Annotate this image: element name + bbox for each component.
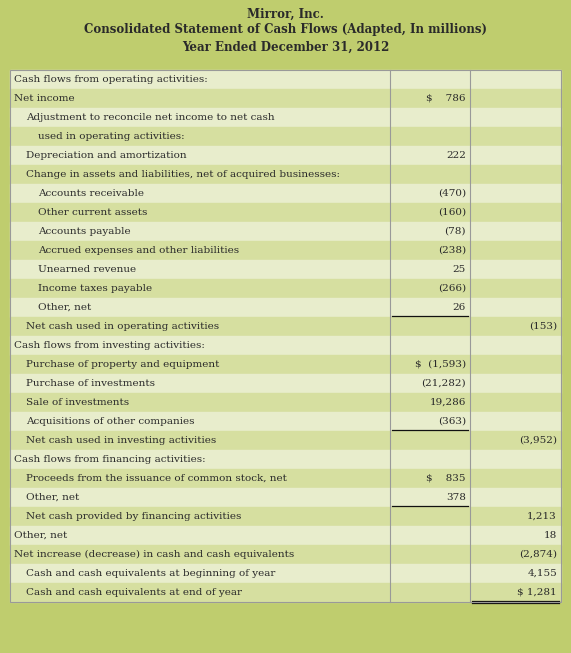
Text: Year Ended December 31, 2012: Year Ended December 31, 2012 bbox=[182, 40, 389, 54]
Bar bbox=[10, 450, 561, 469]
Text: $  (1,593): $ (1,593) bbox=[415, 360, 466, 369]
Text: (160): (160) bbox=[438, 208, 466, 217]
Text: used in operating activities:: used in operating activities: bbox=[38, 132, 184, 141]
Text: 222: 222 bbox=[446, 151, 466, 160]
Text: $    835: $ 835 bbox=[427, 474, 466, 483]
Text: Unearned revenue: Unearned revenue bbox=[38, 265, 136, 274]
Text: Net increase (decrease) in cash and cash equivalents: Net increase (decrease) in cash and cash… bbox=[14, 550, 294, 559]
Text: Proceeds from the issuance of common stock, net: Proceeds from the issuance of common sto… bbox=[26, 474, 287, 483]
Text: Sale of investments: Sale of investments bbox=[26, 398, 129, 407]
Bar bbox=[10, 70, 561, 602]
Text: $    786: $ 786 bbox=[427, 94, 466, 103]
Bar bbox=[10, 469, 561, 488]
Bar bbox=[10, 431, 561, 450]
Text: Accrued expenses and other liabilities: Accrued expenses and other liabilities bbox=[38, 246, 239, 255]
Bar bbox=[10, 412, 561, 431]
Text: Net income: Net income bbox=[14, 94, 75, 103]
Bar bbox=[10, 108, 561, 127]
Text: 25: 25 bbox=[453, 265, 466, 274]
Text: Other, net: Other, net bbox=[26, 493, 79, 502]
Text: Cash and cash equivalents at beginning of year: Cash and cash equivalents at beginning o… bbox=[26, 569, 275, 578]
Bar bbox=[10, 70, 561, 89]
Text: (3,952): (3,952) bbox=[519, 436, 557, 445]
Text: Other, net: Other, net bbox=[38, 303, 91, 312]
Bar bbox=[10, 336, 561, 355]
Text: 4,155: 4,155 bbox=[527, 569, 557, 578]
Text: Income taxes payable: Income taxes payable bbox=[38, 284, 152, 293]
Bar bbox=[10, 583, 561, 602]
Bar bbox=[10, 165, 561, 184]
Text: Adjustment to reconcile net income to net cash: Adjustment to reconcile net income to ne… bbox=[26, 113, 275, 122]
Text: 18: 18 bbox=[544, 531, 557, 540]
Bar bbox=[10, 127, 561, 146]
Bar bbox=[10, 393, 561, 412]
Text: Cash flows from investing activities:: Cash flows from investing activities: bbox=[14, 341, 205, 350]
Text: Acquisitions of other companies: Acquisitions of other companies bbox=[26, 417, 195, 426]
Text: (266): (266) bbox=[438, 284, 466, 293]
Bar bbox=[10, 507, 561, 526]
Bar bbox=[10, 526, 561, 545]
Text: 378: 378 bbox=[446, 493, 466, 502]
Text: Net cash provided by financing activities: Net cash provided by financing activitie… bbox=[26, 512, 242, 521]
Text: (238): (238) bbox=[438, 246, 466, 255]
Bar bbox=[10, 241, 561, 260]
Text: 19,286: 19,286 bbox=[429, 398, 466, 407]
Text: Cash flows from operating activities:: Cash flows from operating activities: bbox=[14, 75, 208, 84]
Bar bbox=[10, 203, 561, 222]
Text: Consolidated Statement of Cash Flows (Adapted, In millions): Consolidated Statement of Cash Flows (Ad… bbox=[84, 24, 487, 37]
Text: 1,213: 1,213 bbox=[527, 512, 557, 521]
Text: (21,282): (21,282) bbox=[421, 379, 466, 388]
Bar bbox=[10, 545, 561, 564]
Text: Cash and cash equivalents at end of year: Cash and cash equivalents at end of year bbox=[26, 588, 242, 597]
Text: (363): (363) bbox=[438, 417, 466, 426]
Text: Change in assets and liabilities, net of acquired businesses:: Change in assets and liabilities, net of… bbox=[26, 170, 340, 179]
Text: (470): (470) bbox=[438, 189, 466, 198]
Text: Net cash used in operating activities: Net cash used in operating activities bbox=[26, 322, 219, 331]
Text: (153): (153) bbox=[529, 322, 557, 331]
Bar bbox=[10, 184, 561, 203]
Text: Other, net: Other, net bbox=[14, 531, 67, 540]
Bar bbox=[10, 317, 561, 336]
Text: $ 1,281: $ 1,281 bbox=[517, 588, 557, 597]
Text: (78): (78) bbox=[444, 227, 466, 236]
Text: Purchase of property and equipment: Purchase of property and equipment bbox=[26, 360, 219, 369]
Bar bbox=[10, 355, 561, 374]
Bar bbox=[10, 146, 561, 165]
Bar bbox=[10, 564, 561, 583]
Text: Mirror, Inc.: Mirror, Inc. bbox=[247, 7, 324, 20]
Bar bbox=[10, 488, 561, 507]
Bar bbox=[10, 89, 561, 108]
Text: Accounts receivable: Accounts receivable bbox=[38, 189, 144, 198]
Bar bbox=[10, 298, 561, 317]
Bar bbox=[10, 260, 561, 279]
Bar bbox=[10, 279, 561, 298]
Bar bbox=[10, 222, 561, 241]
Text: Purchase of investments: Purchase of investments bbox=[26, 379, 155, 388]
Text: Net cash used in investing activities: Net cash used in investing activities bbox=[26, 436, 216, 445]
Bar bbox=[10, 374, 561, 393]
Text: Cash flows from financing activities:: Cash flows from financing activities: bbox=[14, 455, 206, 464]
Text: Depreciation and amortization: Depreciation and amortization bbox=[26, 151, 187, 160]
Text: 26: 26 bbox=[453, 303, 466, 312]
Text: Other current assets: Other current assets bbox=[38, 208, 147, 217]
Text: (2,874): (2,874) bbox=[519, 550, 557, 559]
Text: Accounts payable: Accounts payable bbox=[38, 227, 131, 236]
